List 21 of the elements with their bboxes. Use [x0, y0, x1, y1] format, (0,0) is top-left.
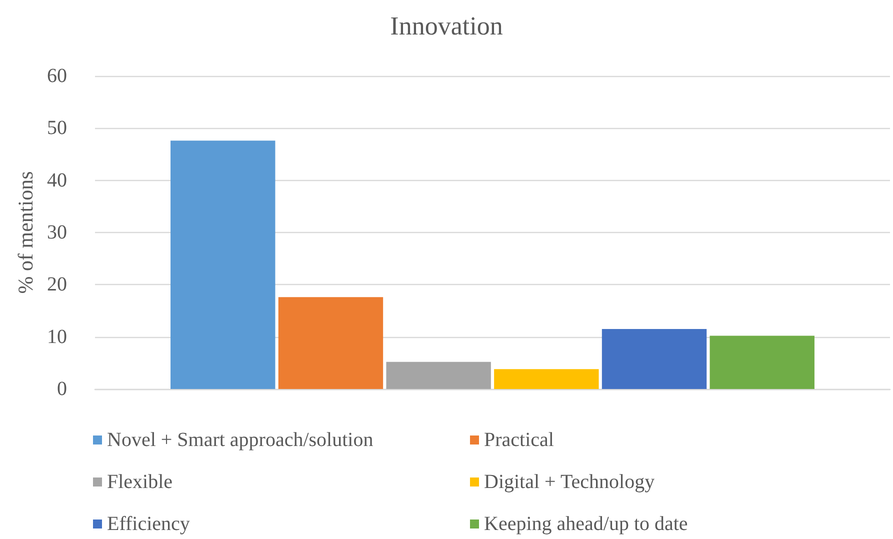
- bar: [602, 329, 707, 389]
- y-tick-label: 40: [47, 169, 67, 192]
- chart-title: Innovation: [390, 12, 503, 40]
- legend-label: Efficiency: [107, 513, 190, 535]
- y-tick-label: 50: [47, 117, 67, 140]
- legend-label: Novel + Smart approach/solution: [107, 429, 374, 451]
- bar: [494, 369, 599, 389]
- y-tick-label: 60: [47, 65, 67, 87]
- y-axis-title: % of mentions: [14, 171, 38, 294]
- legend-label: Keeping ahead/up to date: [484, 513, 688, 535]
- legend-label: Flexible: [107, 471, 173, 493]
- y-tick-label: 0: [57, 378, 67, 400]
- y-tick-label: 20: [47, 274, 67, 296]
- y-tick-label: 10: [47, 326, 67, 348]
- bar: [386, 362, 491, 389]
- bar: [170, 140, 276, 389]
- bar: [278, 297, 384, 389]
- bar: [710, 336, 814, 389]
- y-tick-label: 30: [47, 222, 67, 244]
- legend-label: Digital + Technology: [484, 471, 655, 493]
- legend-label: Practical: [484, 429, 554, 451]
